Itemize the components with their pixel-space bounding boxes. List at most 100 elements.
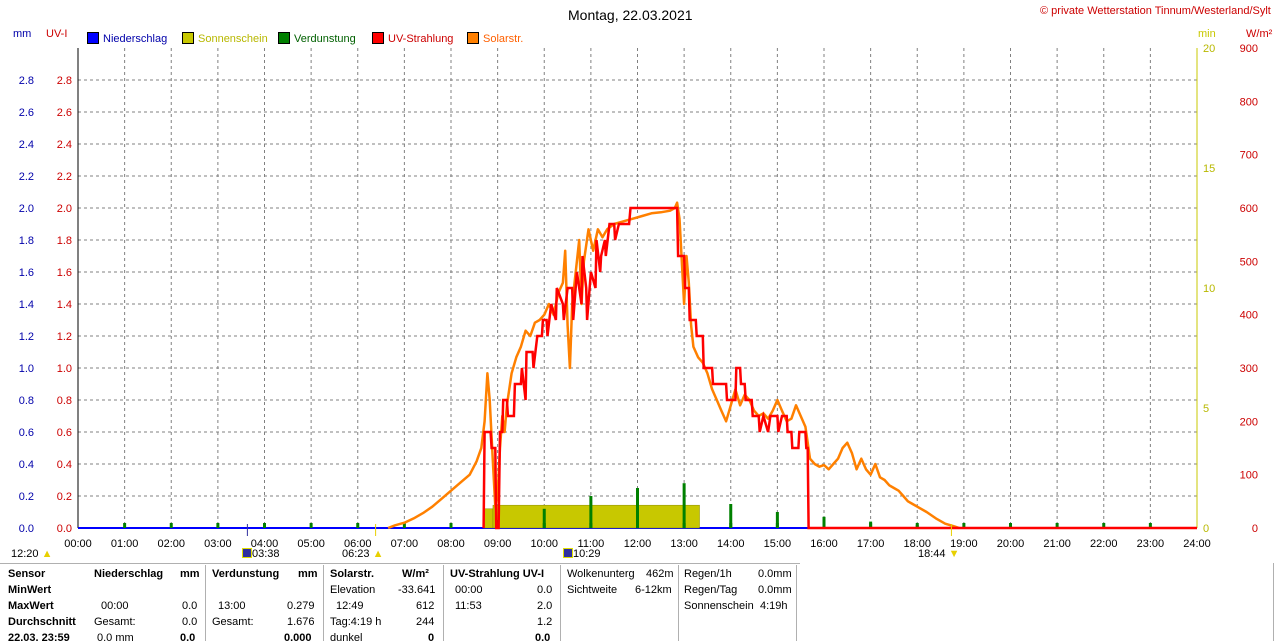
cloud-val-2: 6-12km [635,584,672,596]
legend-label: Sonnenschein [198,33,268,45]
evaporation-bar [729,504,733,528]
solar-elev-label: Elevation [330,584,376,596]
solar-last-bold: 0 [428,632,435,644]
x-tick-label: 09:00 [484,538,512,550]
y-tick-uvi: 2.0 [57,203,72,215]
uv-max-val: 2.0 [537,600,553,612]
rain-val-2: 0.0mm [758,584,792,596]
y-tick-wm2: 500 [1240,256,1258,268]
evaporation-tick [775,523,779,528]
y-tick-min: 5 [1203,403,1209,415]
evaporation-tick [449,523,453,528]
evaporation-tick [309,523,313,528]
unit-min: min [1198,28,1216,40]
moon-icon [563,548,573,558]
x-tick-label: 24:00 [1183,538,1211,550]
y-tick-mm: 0.6 [19,427,34,439]
niederschlag-gesamt-label: Gesamt: [94,616,136,628]
uv-last-bold: 0.0 [535,632,551,644]
niederschlag-gesamt-val: 0.0 [182,616,198,628]
y-tick-mm: 0.4 [19,459,34,471]
x-tick-label: 03:00 [204,538,232,550]
sun-icon: ▼ [945,548,960,560]
chart-title: Montag, 22.03.2021 [568,7,693,23]
right-edge-line [1273,563,1274,641]
marker-text: 18:44 [918,548,946,560]
evaporation-bar [589,496,593,528]
marker-text: 12:20 [11,548,39,560]
x-tick-label: 18:00 [903,538,931,550]
x-tick-label: 07:00 [391,538,419,550]
evaporation-bar [775,512,779,528]
x-tick-label: 16:00 [810,538,838,550]
y-tick-uvi: 0.8 [57,395,72,407]
evaporation-tick [542,523,546,528]
copyright-text: © private Wetterstation Tinnum/Westerlan… [1040,5,1271,17]
solar-max-val: 612 [416,600,435,612]
evaporation-tick [729,523,733,528]
evaporation-tick [123,523,127,528]
verdunstung-max-time: 13:00 [218,600,246,612]
x-tick-label: 11:00 [578,538,605,550]
niederschlag-last-val: 0.0 mm [97,632,134,644]
legend-label: UV-Strahlung [388,33,454,45]
evaporation-tick [1148,523,1152,528]
marker-text: 03:38 [252,548,280,560]
y-tick-min: 10 [1203,283,1215,295]
evaporation-tick [356,523,360,528]
y-tick-uvi: 0.2 [57,491,72,503]
y-tick-wm2: 800 [1240,96,1258,108]
legend-swatch [372,32,384,44]
x-tick-label: 19:00 [950,538,978,550]
y-tick-wm2: 900 [1240,43,1258,55]
y-tick-mm: 1.4 [19,299,34,311]
evaporation-bar [636,488,639,528]
evaporation-tick [169,523,173,528]
moon-icon [242,548,252,558]
marker-sunset: 18:44 ▼ [918,548,959,560]
x-tick-label: 05:00 [297,538,325,550]
evaporation-bar [542,508,546,528]
evaporation-tick [263,523,266,528]
y-tick-uvi: 1.6 [57,267,72,279]
x-tick-label: 14:00 [717,538,745,550]
evaporation-tick [589,523,593,528]
solar-tag-label: Tag:4:19 h [330,616,382,628]
row-label-min: MinWert [8,584,52,596]
legend-uv: UV-Strahlung [372,32,453,45]
verdunstung-max-val: 0.279 [287,600,315,612]
y-tick-uvi: 2.6 [57,107,72,119]
uv-min-val: 0.0 [537,584,553,596]
solar-title: Solarstr. [330,568,375,580]
evaporation-tick [1009,523,1012,528]
row-label-avg: Durchschnitt [8,616,76,628]
row-label-max: MaxWert [8,600,54,612]
y-tick-min: 15 [1203,163,1215,175]
row-label-last: 22.03. 23:59 [8,632,70,644]
x-tick-label: 15:00 [764,538,792,550]
verdunstung-gesamt-label: Gesamt: [212,616,254,628]
evaporation-tick [636,523,639,528]
rain-label-2: Regen/Tag [684,584,738,596]
marker-moon2: 10:29 [563,548,601,560]
legend-solar: Solarstr. [467,32,523,45]
weather-chart: 0.0 0.0 0.2 0.2 0.4 0.4 0.6 0.6 0.8 0.8 1.0 1.0 1.2 1… [19,43,1258,550]
sunshine-bar [483,508,494,529]
solar-unit: W/m² [402,568,429,580]
y-tick-uvi: 2.8 [57,75,72,87]
niederschlag-last-bold: 0.0 [180,632,196,644]
solar-dunkel-label: dunkel [330,632,363,644]
legend-swatch [467,32,479,44]
evaporation-tick [682,523,686,528]
unit-wm2: W/m² [1246,28,1273,40]
x-tick-label: 17:00 [857,538,885,550]
x-tick-label: 08:00 [437,538,465,550]
legend-niederschlag: Niederschlag [87,32,167,45]
marker-sunrise: 06:23 ▲ [342,548,383,560]
divider [0,563,800,564]
evaporation-tick [962,523,966,528]
divider [560,565,561,641]
y-tick-wm2: 400 [1240,310,1258,322]
legend-sonnenschein: Sonnenschein [182,32,268,45]
solar-max-time: 12:49 [336,600,364,612]
